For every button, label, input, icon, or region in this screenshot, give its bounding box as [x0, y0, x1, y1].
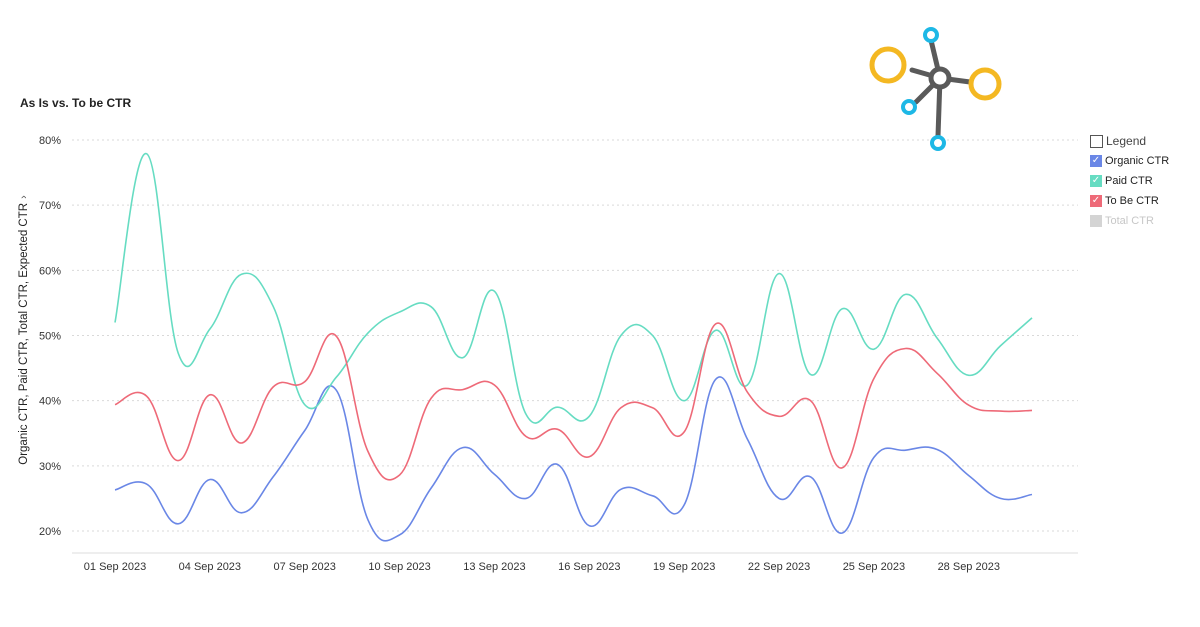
checkmark-icon[interactable]: ✓ — [1090, 195, 1102, 207]
x-tick-label: 25 Sep 2023 — [843, 561, 905, 573]
y-tick-label: 20% — [39, 526, 61, 538]
x-tick-label: 19 Sep 2023 — [653, 561, 715, 573]
legend-item-to-be-ctr[interactable]: ✓ To Be CTR — [1090, 191, 1169, 211]
legend-item-paid-ctr[interactable]: ✓ Paid CTR — [1090, 171, 1169, 191]
x-tick-label: 01 Sep 2023 — [84, 561, 146, 573]
checkmark-icon[interactable]: ✓ — [1090, 175, 1102, 187]
y-axis-ticks: 20% 30% 40% 50% 60% 70% 80% — [39, 135, 61, 538]
x-tick-label: 04 Sep 2023 — [179, 561, 241, 573]
legend-header[interactable]: Legend — [1090, 131, 1169, 151]
grid-lines — [72, 139, 1078, 532]
y-tick-label: 40% — [39, 396, 61, 408]
x-tick-label: 28 Sep 2023 — [938, 561, 1000, 573]
unchecked-box-icon[interactable] — [1090, 215, 1102, 227]
checkmark-icon[interactable]: ✓ — [1090, 155, 1102, 167]
network-logo-icon — [869, 27, 1002, 151]
logo-node-blue — [901, 99, 917, 115]
legend-header-label: Legend — [1106, 134, 1147, 148]
series-lines — [114, 152, 1033, 542]
x-axis-ticks: 01 Sep 2023 04 Sep 2023 07 Sep 2023 10 Sep … — [84, 561, 1000, 573]
y-tick-label: 70% — [39, 200, 61, 212]
legend-header-checkbox-icon[interactable] — [1090, 134, 1103, 148]
y-tick-label: 30% — [39, 461, 61, 473]
y-tick-label: 60% — [39, 265, 61, 277]
x-tick-label: 13 Sep 2023 — [463, 561, 525, 573]
series-line-organic-ctr[interactable] — [114, 376, 1033, 542]
legend-item-label: To Be CTR — [1105, 195, 1159, 207]
x-tick-label: 22 Sep 2023 — [748, 561, 810, 573]
legend: Legend ✓ Organic CTR ✓ Paid CTR ✓ To Be CTR To… — [1090, 131, 1169, 231]
legend-item-organic-ctr[interactable]: ✓ Organic CTR — [1090, 151, 1169, 171]
logo-node-yellow — [869, 46, 907, 84]
legend-items: ✓ Organic CTR ✓ Paid CTR ✓ To Be CTR Total CTR — [1090, 151, 1169, 231]
chart-title: As Is vs. To be CTR — [20, 96, 132, 110]
y-tick-label: 80% — [39, 135, 61, 147]
logo-node-yellow — [968, 67, 1002, 101]
x-tick-label: 07 Sep 2023 — [274, 561, 336, 573]
legend-item-label: Total CTR — [1105, 215, 1154, 227]
logo-node-blue — [930, 135, 946, 151]
series-line-to-be-ctr[interactable] — [114, 322, 1033, 481]
legend-item-label: Organic CTR — [1105, 155, 1170, 167]
logo-node-blue — [923, 27, 939, 43]
x-tick-label: 16 Sep 2023 — [558, 561, 620, 573]
legend-item-label: Paid CTR — [1105, 175, 1153, 187]
y-tick-label: 50% — [39, 331, 61, 343]
series-line-paid-ctr[interactable] — [114, 152, 1033, 424]
legend-item-total-ctr[interactable]: Total CTR — [1090, 211, 1169, 231]
logo-hub — [928, 66, 952, 90]
x-tick-label: 10 Sep 2023 — [368, 561, 430, 573]
